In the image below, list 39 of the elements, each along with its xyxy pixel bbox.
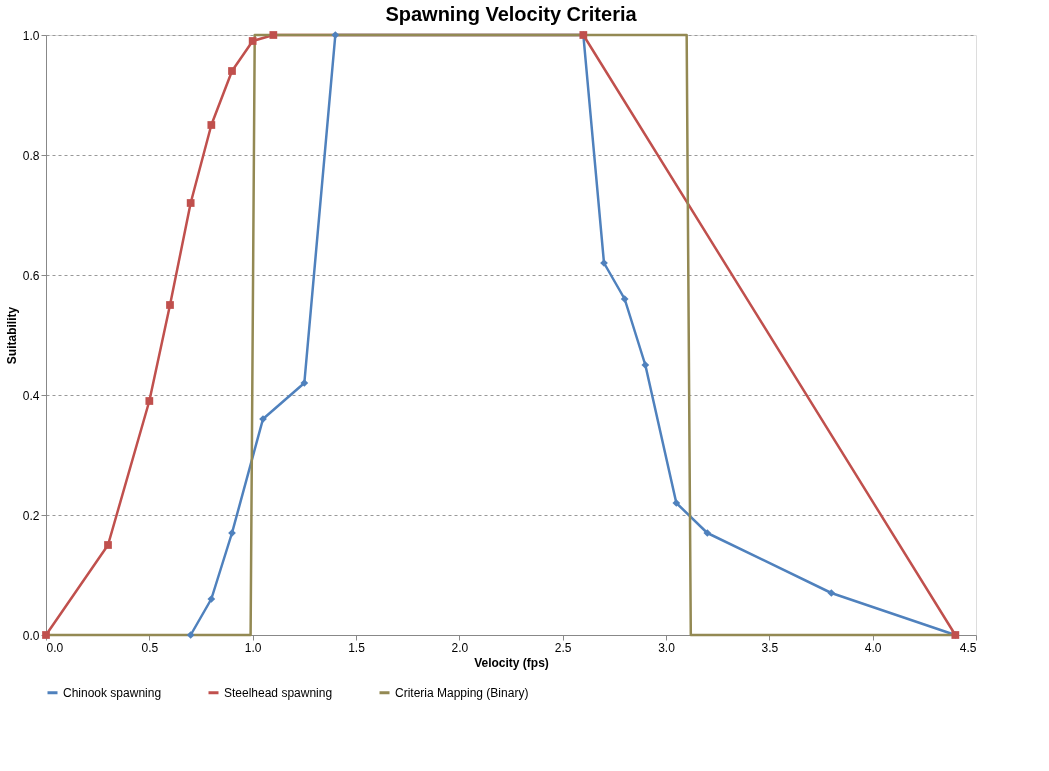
point xyxy=(620,295,629,303)
legend-label: Steelhead spawning xyxy=(224,685,333,700)
point xyxy=(207,595,216,603)
point xyxy=(207,121,216,129)
point xyxy=(672,499,681,507)
point xyxy=(703,529,712,537)
x-tick-label: 3.5 xyxy=(761,640,779,655)
x-tick-label: 0.5 xyxy=(141,640,159,655)
y-tick-label: 0.6 xyxy=(22,268,40,283)
point xyxy=(166,301,174,309)
legend-label: Criteria Mapping (Binary) xyxy=(395,685,529,700)
point xyxy=(269,31,278,39)
x-tick-label: 3.0 xyxy=(658,640,676,655)
point xyxy=(104,541,112,549)
x-tick-label: 4.0 xyxy=(864,640,882,655)
point xyxy=(641,361,650,369)
legend-label: Chinook spawning xyxy=(63,685,162,700)
point xyxy=(145,397,154,405)
point xyxy=(827,589,836,597)
point xyxy=(331,31,340,39)
point xyxy=(248,37,257,45)
x-tick-label: 2.5 xyxy=(554,640,572,655)
chart-title: Spawning Velocity Criteria xyxy=(385,3,638,25)
x-tick-label: 4.5 xyxy=(959,640,977,655)
x-tick-label: 0.0 xyxy=(46,640,64,655)
y-tick-label: 0.8 xyxy=(22,148,40,163)
x-tick-label: 2.0 xyxy=(451,640,469,655)
y-tick-label: 1.0 xyxy=(22,28,40,43)
point xyxy=(228,67,236,75)
x-tick-label: 1.5 xyxy=(348,640,366,655)
y-tick-label: 0.0 xyxy=(22,628,40,643)
point xyxy=(186,631,195,639)
x-axis-title: Velocity (fps) xyxy=(474,655,549,670)
x-tick-label: 1.0 xyxy=(244,640,262,655)
y-axis-title: Suitability xyxy=(4,306,19,365)
y-tick-label: 0.4 xyxy=(22,388,40,403)
point xyxy=(186,199,195,207)
point xyxy=(300,379,309,387)
y-tick-label: 0.2 xyxy=(22,508,40,523)
